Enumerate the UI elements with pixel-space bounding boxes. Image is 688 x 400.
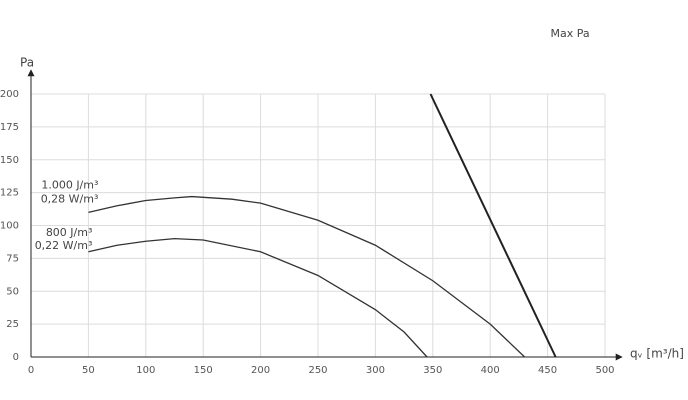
curve-sublabel: 0,28 W/m³ <box>41 192 99 205</box>
x-tick-label: 300 <box>366 365 385 376</box>
curve-label: 1.000 J/m³ <box>41 178 98 191</box>
y-tick-label: 50 <box>6 286 19 297</box>
x-tick-label: 0 <box>28 365 34 376</box>
y-tick-label: 0 <box>13 352 19 363</box>
curve-label: Max Pa <box>551 27 590 40</box>
curve-sublabel: 0,22 W/m³ <box>35 239 93 252</box>
x-tick-label: 100 <box>136 365 155 376</box>
curve-label: 800 J/m³ <box>46 226 93 239</box>
y-axis-label: Pa <box>20 56 34 70</box>
x-tick-label: 200 <box>251 365 270 376</box>
x-tick-label: 500 <box>595 365 614 376</box>
curve <box>88 237 428 358</box>
y-tick-label: 175 <box>0 122 19 133</box>
x-axis-label: qᵥ [m³/h] <box>630 347 684 361</box>
grid <box>30 93 606 358</box>
curve <box>429 93 557 358</box>
x-tick-label: 450 <box>538 365 557 376</box>
y-tick-label: 100 <box>0 221 19 232</box>
y-tick-label: 75 <box>6 253 19 264</box>
x-tick-label: 150 <box>194 365 213 376</box>
x-tick-label: 50 <box>82 365 95 376</box>
y-tick-label: 200 <box>0 89 19 100</box>
y-tick-label: 25 <box>6 319 19 330</box>
x-tick-label: 250 <box>308 365 327 376</box>
curve <box>88 195 526 358</box>
x-tick-label: 400 <box>481 365 500 376</box>
y-tick-label: 125 <box>0 188 19 199</box>
y-tick-label: 150 <box>0 155 19 166</box>
x-tick-label: 350 <box>423 365 442 376</box>
